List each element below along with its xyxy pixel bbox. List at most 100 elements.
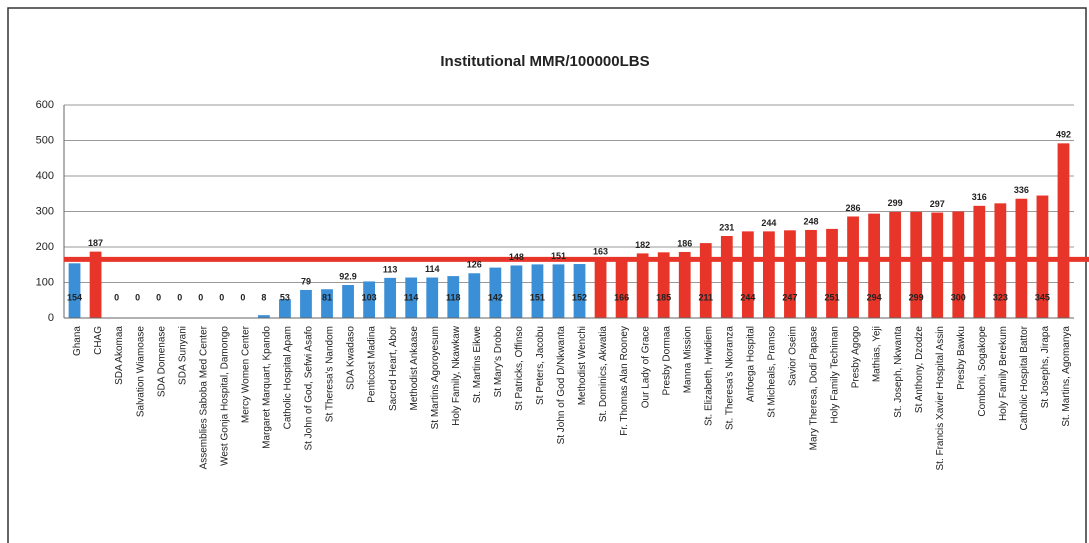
y-tick-label: 600: [36, 99, 54, 111]
bar: [552, 264, 565, 318]
bar: [489, 267, 502, 318]
bar: [426, 277, 439, 318]
bar: [657, 252, 670, 318]
x-tick-label: Methodist Wenchi: [577, 326, 588, 405]
x-tick-label: St John of God, Sefwi Asafo: [304, 326, 315, 451]
x-tick-label: Sacred Heart, Abor: [388, 325, 399, 411]
data-label: 114: [425, 264, 440, 274]
x-tick-label: Fr. Thomas Alan Rooney: [619, 326, 630, 436]
y-tick-label: 200: [36, 241, 54, 253]
x-tick-label: Mary Theresa, Dodi Papase: [809, 326, 820, 451]
data-label: 294: [867, 292, 882, 302]
data-label: 248: [803, 216, 818, 226]
x-tick-label: Anfoega Hospital: [745, 326, 756, 402]
x-tick-label: Catholic Hospital Battor: [1019, 325, 1030, 430]
data-label: 187: [88, 238, 103, 248]
x-tick-label: West Gonja Hospital, Damongo: [219, 326, 230, 466]
x-tick-label: St John of God D/Nkwanta: [556, 326, 567, 445]
data-label: 185: [656, 292, 671, 302]
bar: [805, 229, 817, 318]
bar: [952, 211, 965, 318]
y-tick-label: 100: [36, 276, 54, 288]
x-tick-label: St Martins Agoroyesum: [430, 326, 441, 429]
bar: [384, 277, 397, 318]
y-tick-label: 0: [48, 312, 54, 324]
data-label: 113: [383, 264, 398, 274]
x-tick-label: St. Francis Xavier Hospital Assin: [935, 326, 946, 471]
x-tick-label: Holy Family Techiman: [830, 326, 841, 424]
x-tick-label: St Mary's Drobo: [493, 326, 504, 398]
data-label: 151: [530, 292, 545, 302]
x-tick-label: St Theresa's Nandom: [325, 326, 336, 422]
data-label: 492: [1056, 130, 1071, 140]
x-tick-label: St. Martins Eikwe: [472, 326, 483, 404]
data-label: 299: [888, 198, 903, 208]
bar: [321, 289, 333, 318]
data-label: 336: [1014, 185, 1029, 195]
data-label: 299: [909, 292, 924, 302]
data-label: 53: [280, 292, 290, 302]
x-tick-label: Mathias, Yeji: [872, 326, 883, 382]
data-label: 0: [135, 292, 140, 302]
x-tick-label: SDA Kwadaso: [346, 326, 357, 390]
data-label: 79: [301, 276, 311, 286]
data-label: 0: [177, 292, 182, 302]
data-label: 8: [261, 292, 266, 302]
data-label: 0: [114, 292, 119, 302]
y-tick-label: 300: [36, 205, 54, 217]
bar: [447, 276, 460, 318]
data-label: 300: [951, 292, 966, 302]
x-tick-label: Salvation Wiamoase: [135, 326, 146, 418]
bar: [615, 259, 628, 318]
bar: [89, 251, 102, 318]
bar: [889, 211, 902, 318]
data-label: 182: [635, 240, 650, 250]
x-tick-label: Presby Agogo: [851, 326, 862, 389]
bar: [594, 260, 607, 318]
bar: [279, 299, 291, 318]
data-label: 247: [782, 292, 797, 302]
data-label: 345: [1035, 292, 1050, 302]
x-tick-label: CHAG: [93, 326, 104, 355]
bar: [826, 228, 838, 318]
bar: [468, 273, 481, 318]
data-label: 244: [740, 292, 755, 302]
x-tick-label: SDA Sunyani: [177, 326, 188, 385]
data-label: 231: [719, 222, 734, 232]
bar: [763, 231, 775, 318]
x-tick-label: Methodist Ankaase: [409, 326, 420, 411]
x-tick-label: Our Lady of Grace: [640, 326, 651, 409]
x-tick-label: SDA Domenase: [156, 326, 167, 398]
x-tick-label: St Patricks, Offinso: [514, 326, 525, 411]
data-label: 163: [593, 247, 608, 257]
x-tick-label: Assemblies Saboba Med Center: [198, 325, 209, 469]
bar: [847, 216, 859, 318]
bar: [910, 211, 923, 318]
chart-title: Institutional MMR/100000LBS: [440, 53, 649, 70]
bar: [699, 243, 712, 318]
data-label: 186: [677, 238, 692, 248]
frame: [7, 7, 1087, 543]
data-label: 118: [446, 292, 461, 302]
data-label: 316: [972, 192, 987, 202]
bar: [258, 315, 270, 318]
data-label: 251: [825, 292, 840, 302]
data-label: 286: [846, 203, 861, 213]
y-tick-label: 500: [36, 134, 54, 146]
x-tick-label: Presby Dormaa: [661, 326, 672, 396]
data-label: 142: [488, 292, 503, 302]
data-label: 297: [930, 199, 945, 209]
bar: [68, 263, 81, 318]
data-label: 81: [322, 292, 332, 302]
bar: [573, 264, 586, 318]
x-tick-label: Manna Mission: [682, 326, 693, 393]
data-label: 114: [404, 292, 419, 302]
x-tick-label: Comboni, Sogakope: [977, 326, 988, 417]
x-tick-label: St. Elizabeth, Hwidiem: [703, 326, 714, 426]
bar: [868, 213, 880, 318]
x-tick-label: Savior Oseim: [788, 326, 799, 386]
data-label: 0: [219, 292, 224, 302]
bar: [741, 231, 754, 318]
bar: [720, 235, 733, 318]
